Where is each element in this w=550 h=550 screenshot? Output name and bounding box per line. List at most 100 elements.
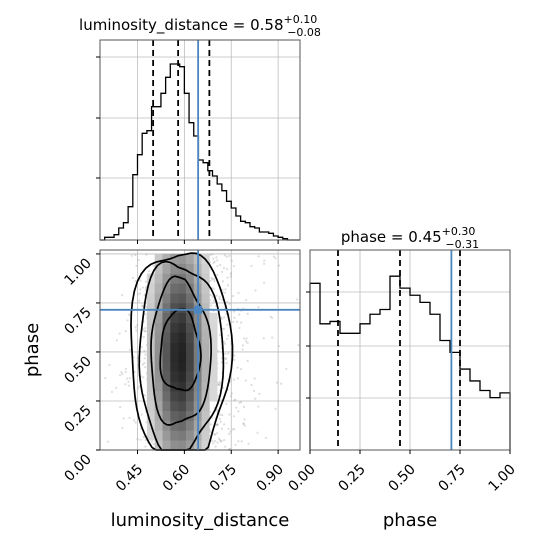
density-cell <box>201 420 210 431</box>
scatter-point <box>238 326 241 330</box>
scatter-point <box>128 416 131 420</box>
density-cell <box>162 400 171 412</box>
density-cell <box>154 351 163 363</box>
scatter-point <box>228 413 231 416</box>
density-cell <box>154 273 163 284</box>
scatter-point <box>120 371 123 374</box>
density-cell <box>154 342 163 353</box>
scatter-point <box>227 334 230 337</box>
scatter-point <box>212 287 215 290</box>
scatter-point <box>142 335 145 339</box>
density-cell <box>162 263 171 274</box>
density-cell <box>178 332 187 343</box>
scatter-point <box>224 352 227 355</box>
scatter-point <box>225 402 228 406</box>
scatter-point <box>216 265 219 268</box>
scatter-point <box>241 348 244 351</box>
scatter-point <box>136 438 139 441</box>
density-cell <box>146 283 155 294</box>
scatter-point <box>233 316 236 319</box>
scatter-point <box>220 270 224 273</box>
scatter-point <box>246 359 249 363</box>
scatter-point <box>224 445 227 448</box>
scatter-point <box>232 415 236 418</box>
density-cell <box>170 410 179 421</box>
density-cell <box>146 312 155 323</box>
scatter-point <box>211 295 214 299</box>
scatter-point <box>230 392 233 395</box>
density-cell <box>162 381 171 392</box>
scatter-point <box>127 380 130 383</box>
scatter-point <box>242 422 245 426</box>
scatter-point <box>269 315 272 318</box>
scatter-point <box>233 354 236 357</box>
phase-title-main: phase = 0.45 <box>341 228 442 246</box>
scatter-point <box>124 367 128 370</box>
contour-level-2 <box>138 260 225 451</box>
density-cell <box>185 371 195 382</box>
density-cell <box>178 351 187 363</box>
phase-hist-steps <box>309 275 511 450</box>
density-cell <box>178 312 187 323</box>
scatter-point <box>262 281 266 284</box>
density-cell <box>178 302 187 314</box>
scatter-point <box>115 339 118 342</box>
scatter-point <box>233 399 236 402</box>
scatter-point <box>128 313 131 316</box>
density-cell <box>178 342 187 353</box>
scatter-point <box>128 348 132 351</box>
scatter-point <box>246 312 249 315</box>
phase-title-sub: −0.31 <box>445 238 479 251</box>
scatter-point <box>126 319 129 322</box>
phase-ytick-label-0: 0.00 <box>61 452 94 485</box>
scatter-point <box>245 337 248 340</box>
scatter-point <box>285 367 288 371</box>
scatter-point <box>225 361 228 365</box>
scatter-point <box>222 266 226 270</box>
scatter-point <box>263 259 266 262</box>
density-cell <box>209 371 218 382</box>
scatter-point <box>139 279 142 282</box>
density-cell <box>209 332 218 343</box>
scatter-point <box>234 443 237 446</box>
scatter-point <box>220 427 223 430</box>
scatter-point <box>211 278 214 281</box>
density-cell <box>154 420 163 431</box>
scatter-point <box>225 323 229 326</box>
scatter-point <box>214 433 217 436</box>
phase-xlabel: phase <box>383 510 437 531</box>
scatter-point <box>218 438 222 442</box>
phase-ylabel: phase <box>22 323 43 377</box>
density-cell <box>201 283 210 294</box>
scatter-point <box>215 256 218 259</box>
density-cell <box>154 312 163 323</box>
scatter-point <box>121 426 124 430</box>
density-cell <box>201 322 210 333</box>
scatter-point <box>244 379 247 382</box>
scatter-point <box>228 302 231 305</box>
density-cell <box>201 302 210 314</box>
density-cell <box>154 371 163 382</box>
scatter-point <box>240 321 243 324</box>
ld-phase-contours <box>130 252 234 451</box>
density-cell <box>162 351 171 363</box>
scatter-point <box>141 363 144 366</box>
scatter-point <box>223 291 227 294</box>
density-cell <box>170 381 179 392</box>
density-cell <box>170 371 179 382</box>
scatter-point <box>216 441 219 444</box>
density-cell <box>170 312 179 323</box>
contour-level-3 <box>130 252 234 451</box>
density-cell <box>170 273 179 284</box>
scatter-point <box>223 438 226 442</box>
scatter-point <box>224 357 228 360</box>
phase-xtick-label-4: 1.00 <box>485 462 518 495</box>
scatter-point <box>219 413 222 416</box>
density-cell <box>146 400 155 412</box>
scatter-point <box>256 431 259 434</box>
scatter-point <box>263 262 266 265</box>
scatter-point <box>147 270 150 273</box>
scatter-point <box>216 273 219 276</box>
scatter-point <box>118 332 121 335</box>
scatter-point <box>296 298 299 301</box>
